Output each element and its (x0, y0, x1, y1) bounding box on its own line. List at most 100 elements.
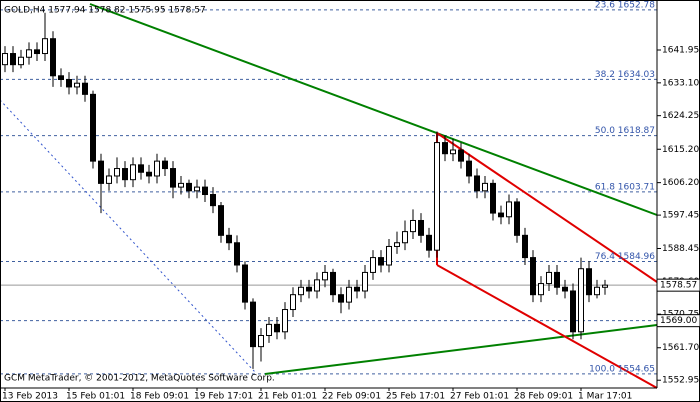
candle-body (210, 194, 216, 207)
candle-body (130, 164, 136, 181)
candle-body (322, 271, 328, 281)
candle-body (98, 160, 104, 184)
candle-body (386, 245, 392, 266)
candle-body (530, 257, 536, 296)
channel-line (436, 132, 658, 283)
fib-label: 100.0 1554.65 (589, 364, 655, 374)
candle-body (394, 242, 400, 247)
candle-body (458, 149, 464, 162)
y-tick-label: 1641.95 (662, 46, 699, 56)
candle-body (426, 234, 432, 251)
candle-body (178, 182, 184, 188)
candle-body (410, 219, 416, 233)
candle-body (498, 212, 504, 218)
candle-body (522, 234, 528, 259)
candle-body (26, 49, 32, 58)
x-tick-label: 21 Feb 01:01 (258, 392, 317, 402)
y-tick-label: 1624.25 (662, 111, 699, 121)
y-tick-label: 1633.10 (662, 78, 699, 88)
candle-body (402, 231, 408, 244)
candle-body (10, 53, 16, 66)
candle-body (378, 257, 384, 266)
candle-body (250, 301, 256, 348)
y-tick-label: 1552.95 (662, 376, 699, 386)
x-tick-label: 15 Feb 01:01 (66, 392, 125, 402)
fib-label: 50.0 1618.87 (595, 126, 655, 136)
candle-body (42, 38, 48, 55)
candle-body (450, 149, 456, 155)
candle-body (162, 160, 168, 170)
candle-body (170, 168, 176, 188)
candle-body (570, 290, 576, 333)
candle-body (274, 323, 280, 333)
candle-body (354, 286, 360, 292)
candle-body (602, 284, 608, 288)
candle-body (546, 271, 552, 285)
chart-title: GOLD,H4 1577.94 1578.82 1575.95 1578.57 (4, 6, 206, 16)
candle-body (346, 286, 352, 303)
y-tick-label: 1606.20 (662, 178, 699, 188)
price-label: 1569.00 (660, 316, 697, 326)
candle-body (514, 201, 520, 236)
channel-line (436, 264, 658, 389)
candle-body (330, 271, 336, 296)
candle-body (362, 271, 368, 292)
x-tick-label: 25 Feb 17:01 (386, 392, 445, 402)
candle-body (2, 53, 8, 66)
candle-body (578, 268, 584, 333)
candle-body (306, 286, 312, 292)
candle-body (562, 286, 568, 292)
x-tick-label: 27 Feb 01:01 (450, 392, 509, 402)
y-tick-label: 1561.70 (662, 343, 699, 353)
candle-body (18, 56, 24, 66)
trend-line (0, 99, 256, 373)
x-tick-label: 22 Feb 09:01 (322, 392, 381, 402)
candles (2, 12, 608, 369)
fib-label: 23.6 1652.78 (595, 0, 655, 10)
trend-line (264, 324, 658, 375)
fib-label: 61.8 1603.71 (595, 182, 655, 192)
candle-body (418, 219, 424, 236)
footer: GCM MetaTrader, © 2001-2012, MetaQuotes … (4, 374, 275, 384)
candle-body (114, 168, 120, 177)
x-tick-label: 13 Feb 2013 (2, 392, 58, 402)
candle-body (186, 182, 192, 192)
candle-body (466, 160, 472, 177)
candle-body (586, 268, 592, 296)
price-label-box (656, 278, 700, 292)
fib-label: 38.2 1634.03 (595, 70, 655, 80)
price-label-box (656, 314, 700, 328)
candle-body (258, 335, 264, 348)
fib-label: 76.4 1584.96 (595, 252, 655, 262)
candle-body (314, 279, 320, 292)
candle-body (122, 168, 128, 181)
candle-body (506, 201, 512, 218)
x-tick-label: 18 Feb 09:01 (130, 392, 189, 402)
candle-body (226, 234, 232, 244)
candle-body (154, 160, 160, 177)
candle-body (594, 286, 600, 296)
candle-body (482, 182, 488, 192)
candle-body (370, 257, 376, 273)
price-label: 1578.57 (660, 281, 697, 291)
candle-body (58, 75, 64, 81)
candle-body (266, 323, 272, 337)
candle-body (66, 79, 72, 88)
candle-body (490, 182, 496, 214)
candle-body (538, 283, 544, 296)
candle-body (474, 175, 480, 192)
candle-body (218, 205, 224, 236)
x-tick-label: 1 Mar 17:01 (578, 392, 632, 402)
candle-body (106, 175, 112, 184)
grid-layer (0, 9, 661, 381)
candle-body (90, 93, 96, 162)
candle-body (434, 142, 440, 251)
y-tick-label: 1615.20 (662, 145, 699, 155)
candle-body (242, 264, 248, 303)
candle-body (234, 242, 240, 266)
candle-body (194, 186, 200, 192)
y-tick-label: 1588.45 (662, 244, 699, 254)
candle-body (298, 286, 304, 296)
